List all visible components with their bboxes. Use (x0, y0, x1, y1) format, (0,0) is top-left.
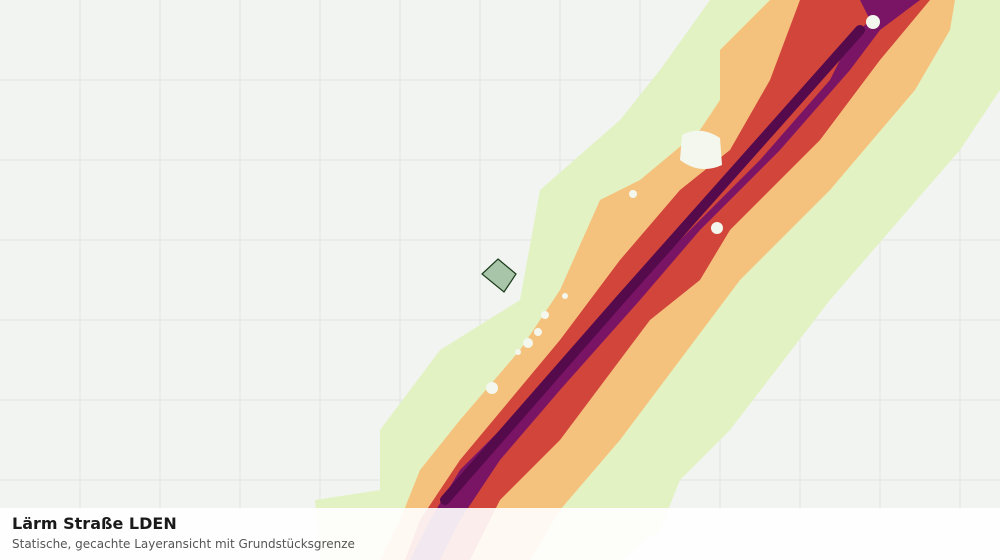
noise-band-high (405, 0, 930, 560)
noise-band-core (440, 25, 865, 505)
parcel-boundary (481, 258, 517, 293)
layer-title: Lärm Straße LDEN (12, 514, 177, 533)
info-panel: Lärm Straße LDEN Statische, gecachte Lay… (0, 508, 1000, 560)
noise-band-very-high (410, 0, 920, 560)
layer-subtitle: Statische, gecachte Layeransicht mit Gru… (12, 537, 355, 551)
building-gaps (486, 15, 880, 394)
